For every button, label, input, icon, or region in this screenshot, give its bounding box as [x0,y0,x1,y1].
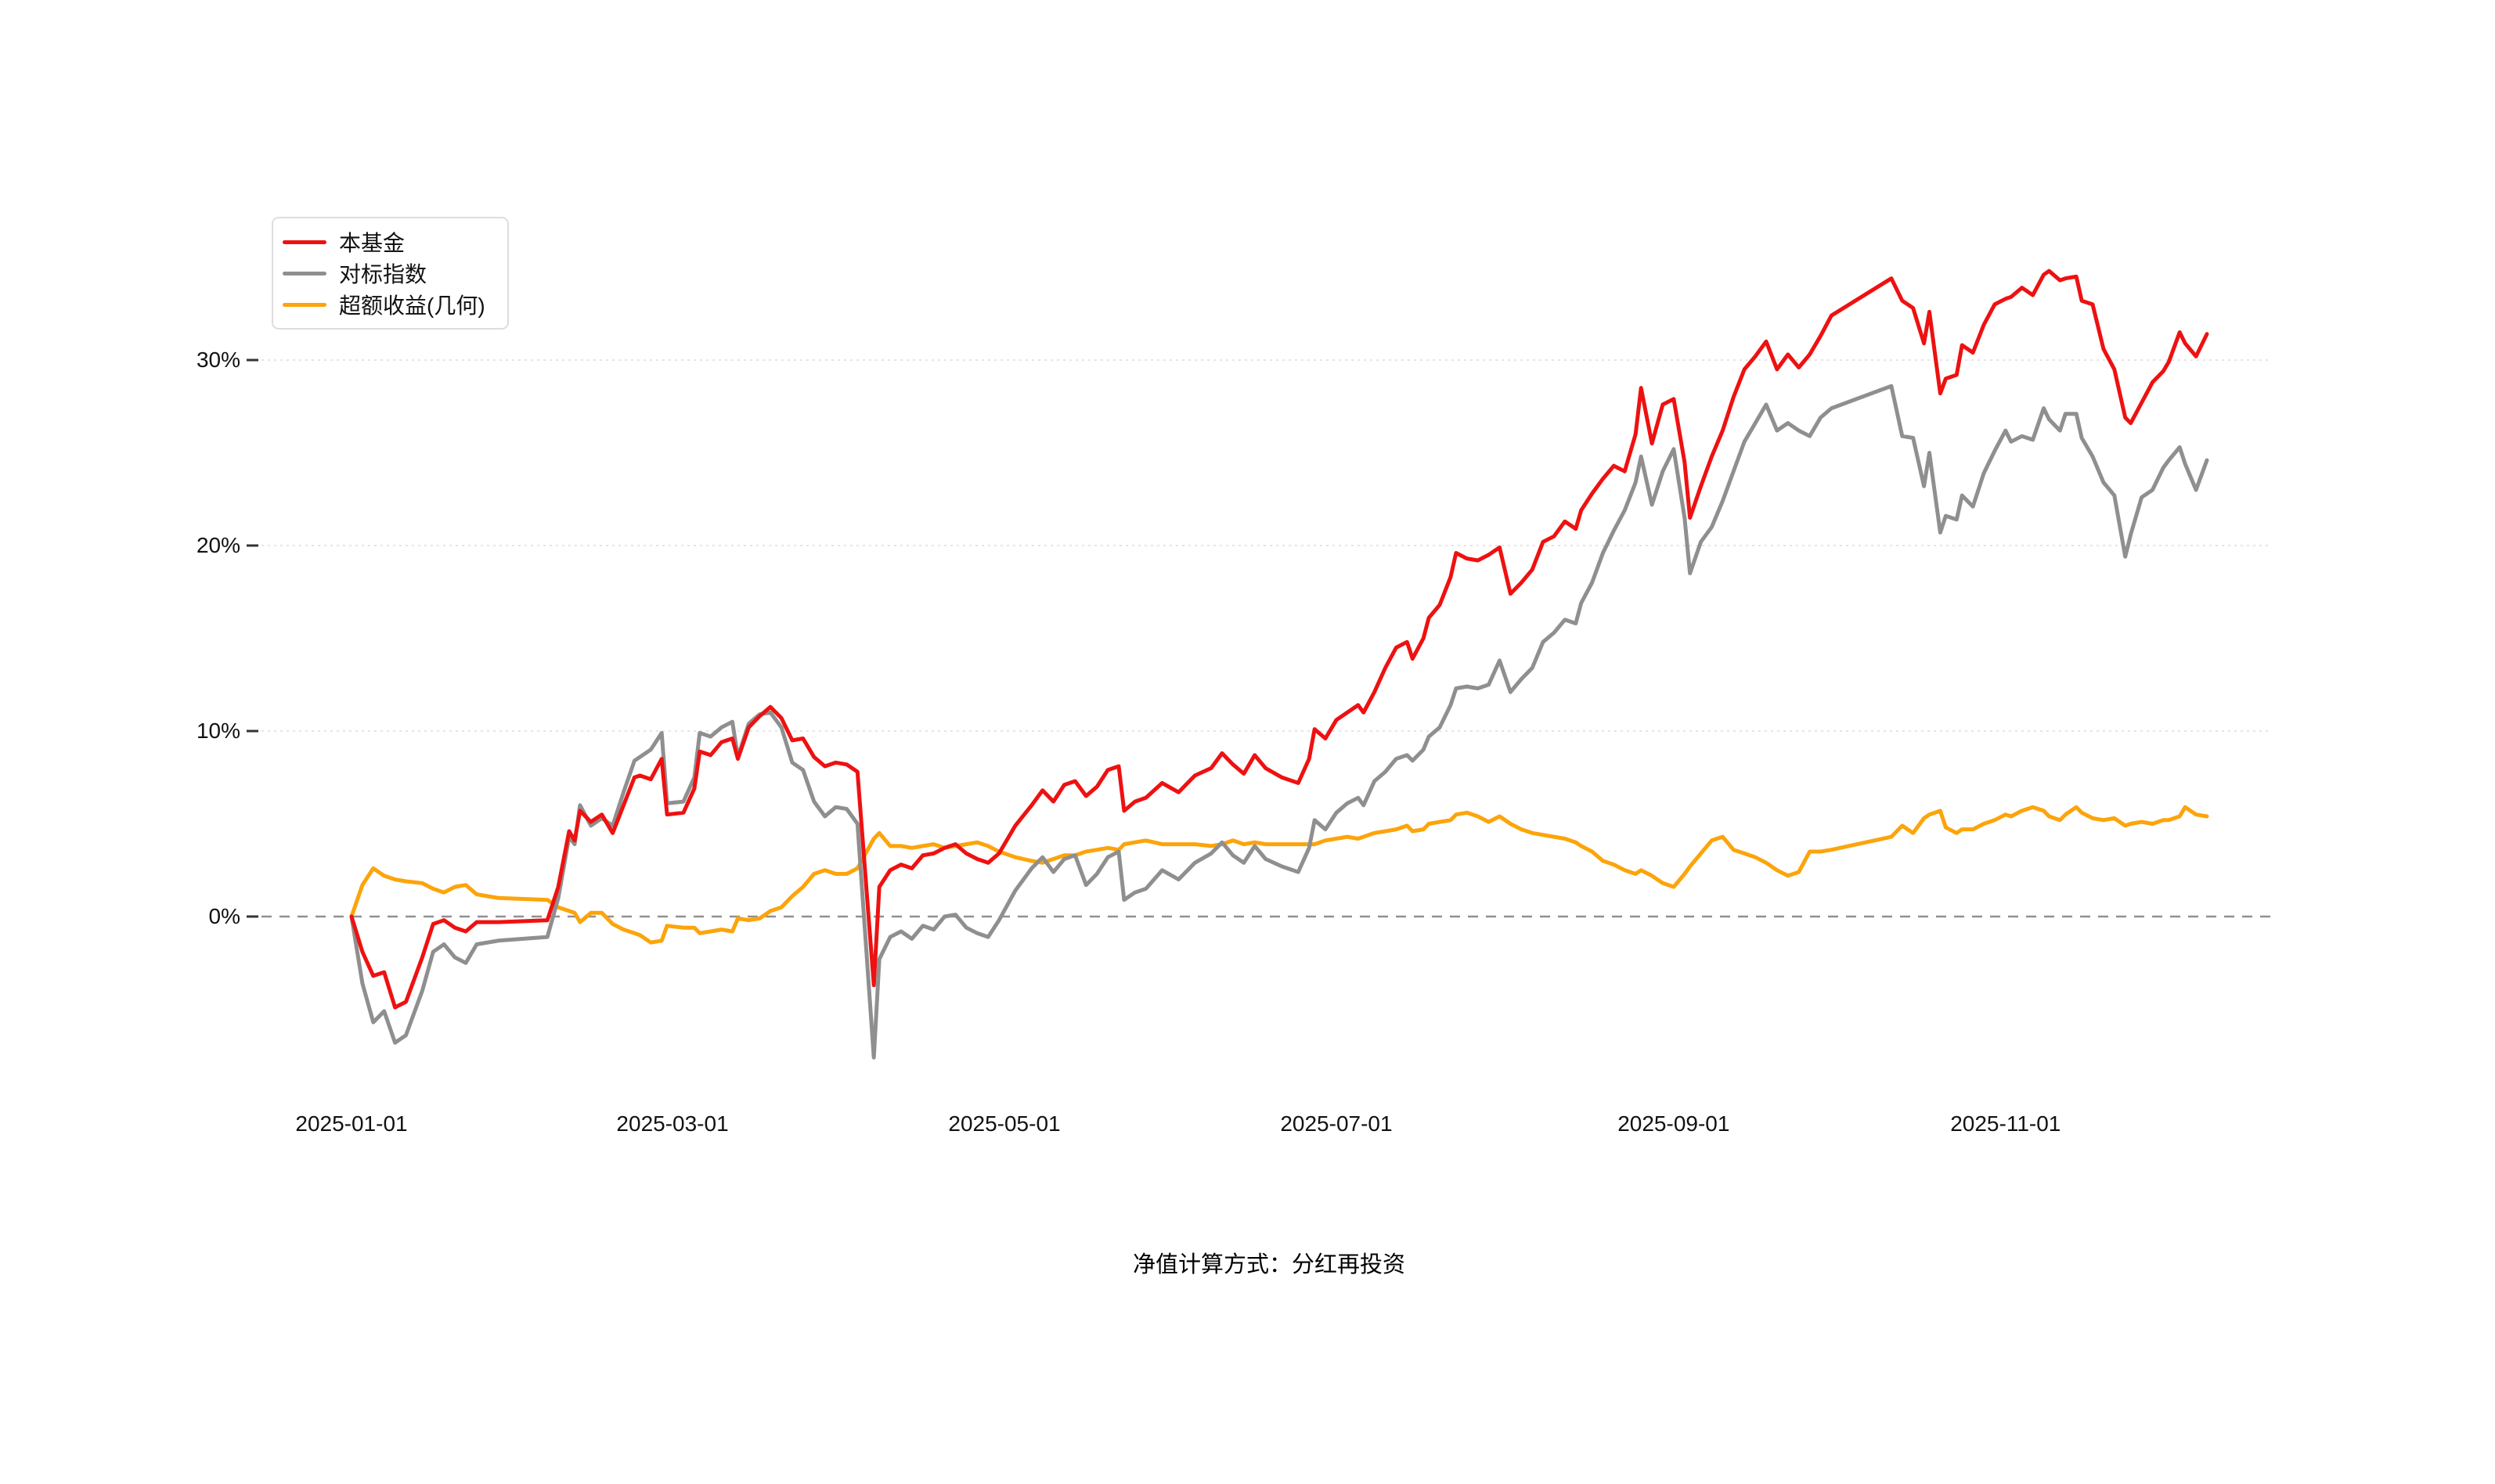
nav-calculation-footnote: 净值计算方式：分红再投资 [1132,1252,1405,1277]
x-tick-label: 2025-03-01 [616,1111,728,1136]
x-tick-label: 2025-05-01 [948,1111,1060,1136]
legend-item-excess[interactable]: 超额收益(几何) [283,289,485,320]
benchmark-line-swatch-icon [283,271,326,276]
legend-label: 对标指数 [339,262,427,286]
x-tick-label: 2025-09-01 [1617,1111,1729,1136]
benchmark-line [349,384,2209,1060]
fund-line [349,268,2209,1010]
y-tick-label: 30% [196,348,240,372]
x-tick-label: 2025-07-01 [1280,1111,1392,1136]
excess-line [349,805,2209,945]
y-tick-label: 10% [196,719,240,743]
legend-item-benchmark[interactable]: 对标指数 [283,258,485,289]
x-tick-label: 2025-11-01 [1950,1111,2061,1136]
excess-line-swatch-icon [283,302,326,307]
y-tick-label: 20% [196,533,240,557]
fund-line-swatch-icon [283,240,326,244]
chart-legend: 本基金 对标指数 超额收益(几何) [272,217,509,330]
legend-label: 超额收益(几何) [339,294,485,318]
legend-item-fund[interactable]: 本基金 [283,226,485,258]
legend-label: 本基金 [339,231,406,255]
x-tick-label: 2025-01-01 [295,1111,407,1136]
y-tick-label: 0% [209,904,240,928]
